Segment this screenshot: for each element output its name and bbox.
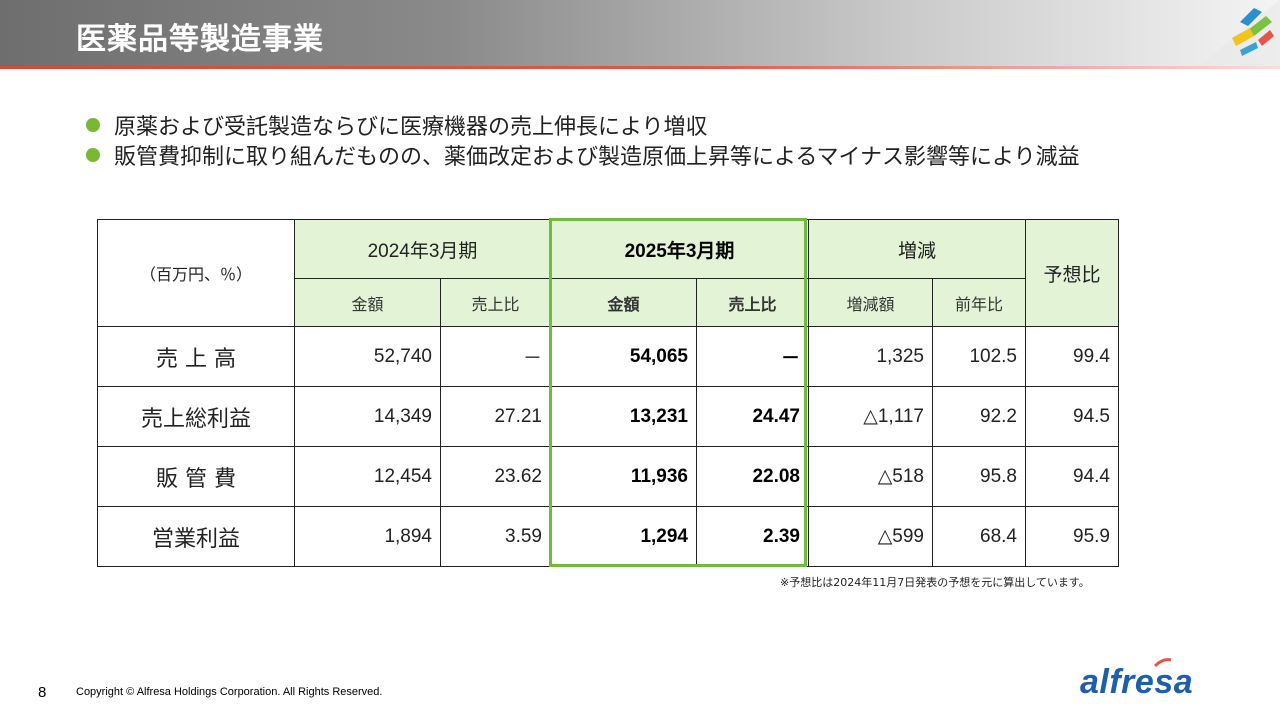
table-cell: 1,894 [294,506,441,567]
table-cell: 92.2 [932,386,1026,447]
table-cell: － [696,326,809,387]
table-cell: 94.5 [1025,386,1119,447]
table-row: 販 管 費 12,454 23.62 11,936 22.08 △518 95.… [97,446,1119,507]
bullet-text: 原薬および受託製造ならびに医療機器の売上伸長により増収 [114,115,708,140]
table-cell: 54,065 [550,326,697,387]
table-row: 売 上 高 52,740 － 54,065 － 1,325 102.5 99.4 [97,326,1119,387]
table-cell: 1,294 [550,506,697,567]
bullet-text: 販管費抑制に取り組んだものの、薬価改定および製造原価上昇等によるマイナス影響等に… [114,145,1080,170]
subheader-sales-ratio: 売上比 [440,278,551,327]
table-header-row: （百万円、％） 2024年3月期 2025年3月期 増減 予想比 [97,219,1119,327]
table-cell: 24.47 [696,386,809,447]
subheader-amount: 金額 [294,278,441,327]
header-fy2025: 2025年3月期 [550,219,809,279]
bullet-dot-icon [86,118,100,132]
page-title: 医薬品等製造事業 [76,22,324,57]
table-cell: 2.39 [696,506,809,567]
financial-table: （百万円、％） 2024年3月期 2025年3月期 増減 予想比 金額 売上比 … [97,219,1119,567]
table-cell: 1,325 [808,326,933,387]
subheader-amount: 金額 [550,278,697,327]
brand-accent-icon [1153,658,1172,668]
subheader-change-amount: 増減額 [808,278,933,327]
table-row: 売上総利益 14,349 27.21 13,231 24.47 △1,117 9… [97,386,1119,447]
table-cell: 94.4 [1025,446,1119,507]
table-cell: 99.4 [1025,326,1119,387]
brand-logo: alfresa [1080,663,1194,701]
table-row: 営業利益 1,894 3.59 1,294 2.39 △599 68.4 95.… [97,506,1119,567]
corner-logo-icon [1200,0,1280,66]
table-cell: 95.9 [1025,506,1119,567]
table-cell: 22.08 [696,446,809,507]
header-vs-forecast: 予想比 [1025,219,1119,327]
header-accent-line [0,66,1280,69]
unit-label: （百万円、％） [97,219,295,327]
table-cell: 95.8 [932,446,1026,507]
subheader-sales-ratio: 売上比 [696,278,809,327]
table-cell: － [440,326,551,387]
row-label: 販 管 費 [97,446,295,507]
table-cell: 102.5 [932,326,1026,387]
copyright: Copyright © Alfresa Holdings Corporation… [76,686,383,698]
header-band: 医薬品等製造事業 [0,0,1280,66]
table-cell: △599 [808,506,933,567]
table-cell: 52,740 [294,326,441,387]
header-change: 増減 [808,219,1026,279]
table-cell: 3.59 [440,506,551,567]
page-number: 8 [38,684,47,701]
table-cell: 68.4 [932,506,1026,567]
bullet-item: 原薬および受託製造ならびに医療機器の売上伸長により増収 [86,110,1080,140]
table-cell: △518 [808,446,933,507]
footnote: ※予想比は2024年11月7日発表の予想を元に算出しています。 [780,576,1090,589]
bullet-list: 原薬および受託製造ならびに医療機器の売上伸長により増収 販管費抑制に取り組んだも… [86,110,1080,170]
row-label: 売上総利益 [97,386,295,447]
table-cell: 12,454 [294,446,441,507]
table-cell: 23.62 [440,446,551,507]
header-fy2024: 2024年3月期 [294,219,551,279]
table-cell: 27.21 [440,386,551,447]
subheader-yoy: 前年比 [932,278,1026,327]
table-cell: △1,117 [808,386,933,447]
table-cell: 13,231 [550,386,697,447]
table-subheader-row: 金額 売上比 金額 売上比 増減額 前年比 [98,278,1119,327]
table-cell: 11,936 [550,446,697,507]
bullet-item: 販管費抑制に取り組んだものの、薬価改定および製造原価上昇等によるマイナス影響等に… [86,140,1080,170]
bullet-dot-icon [86,148,100,162]
row-label: 売 上 高 [97,326,295,387]
row-label: 営業利益 [97,506,295,567]
table-cell: 14,349 [294,386,441,447]
